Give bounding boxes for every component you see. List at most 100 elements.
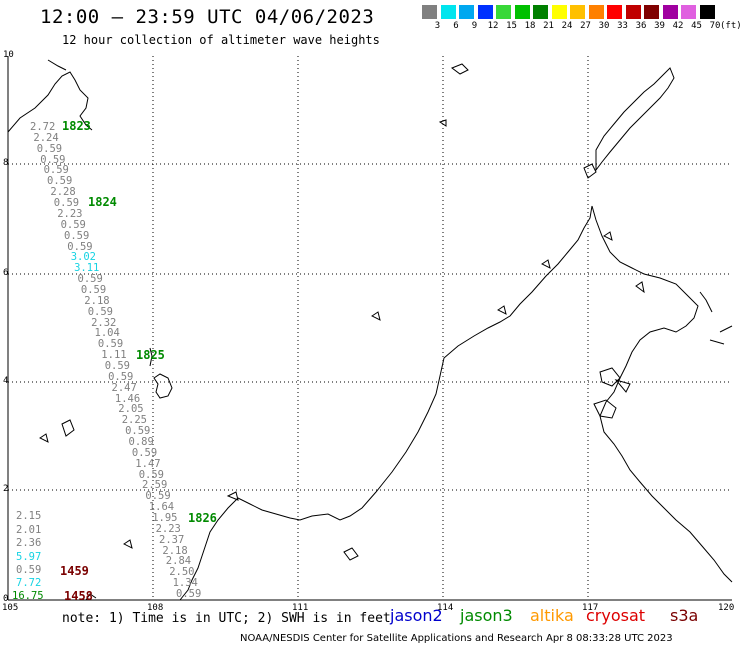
latitude-label: 8 — [3, 158, 9, 168]
legend-swatch — [588, 5, 604, 19]
legend-label: 24 — [561, 21, 573, 31]
wave-height-obs: 0.59 — [40, 153, 66, 166]
legend-swatch — [459, 5, 474, 19]
wave-height-obs: 2.50 — [169, 566, 195, 579]
legend-label: 30 — [598, 21, 610, 31]
wave-height-obs: 2.47 — [111, 381, 137, 394]
wave-height-obs: 0.59 — [97, 338, 124, 351]
legend-swatch — [533, 5, 548, 19]
wave-height-obs: 0.59 — [60, 218, 86, 231]
wave-height-obs: 2.24 — [33, 131, 59, 144]
wave-height-obs: 2.84 — [165, 555, 192, 568]
legend-swatch — [607, 5, 622, 19]
legend-swatch — [551, 5, 567, 19]
legend-swatch — [440, 5, 456, 19]
satellite-name: jason2 — [390, 606, 443, 625]
legend-label: 9 — [471, 21, 478, 31]
legend-swatch — [625, 5, 641, 19]
wave-height-obs: 0.59 — [104, 359, 130, 372]
legend-label: 70 — [709, 21, 721, 31]
wave-height-obs: 16.75 — [12, 590, 44, 602]
wave-height-obs: 0.89 — [128, 436, 154, 448]
legend-swatch — [496, 5, 511, 19]
track-time-label: 1824 — [88, 195, 117, 209]
wave-height-obs: 2.18 — [162, 544, 188, 557]
legend-label: 18 — [524, 21, 536, 31]
wave-height-obs: 0.59 — [77, 273, 103, 285]
wave-height-obs: 0.59 — [108, 370, 134, 383]
satellite-name: s3a — [670, 606, 699, 625]
wave-height-obs: 1.95 — [152, 512, 178, 524]
wave-height-obs: 1.64 — [148, 501, 175, 514]
satellite-name: jason3 — [460, 606, 513, 625]
legend-label: 33 — [617, 21, 628, 31]
wave-height-obs: 2.36 — [16, 537, 42, 549]
wave-height-obs: 0.59 — [80, 283, 107, 296]
wave-height-obs: 2.23 — [155, 522, 181, 535]
wave-height-obs: 0.59 — [145, 490, 171, 503]
wave-height-obs: 3.11 — [74, 262, 100, 275]
wave-height-obs: 2.18 — [84, 294, 110, 307]
track-time-label: 1825 — [136, 348, 165, 362]
track-time-label: 1826 — [188, 511, 217, 525]
longitude-label: 108 — [147, 603, 164, 613]
wave-height-obs: 2.05 — [118, 403, 144, 416]
wave-height-obs: 0.59 — [176, 588, 202, 600]
wave-height-obs: 2.59 — [142, 479, 168, 492]
legend-label: 42 — [672, 21, 684, 31]
wave-height-obs: 1.46 — [114, 392, 141, 405]
wave-height-obs: 1.11 — [101, 349, 127, 362]
wave-height-obs: 1.04 — [94, 327, 120, 340]
satellite-name: altika — [530, 606, 574, 625]
wave-height-obs: 0.59 — [67, 240, 93, 253]
wave-height-obs: 7.72 — [16, 577, 42, 589]
wave-height-obs: 0.59 — [16, 564, 42, 576]
legend-swatch — [699, 5, 715, 19]
longitude-label: 120 — [718, 603, 735, 613]
wave-height-obs: 2.23 — [57, 207, 83, 220]
wave-height-obs: 3.02 — [70, 251, 96, 264]
latitude-label: 10 — [3, 50, 14, 60]
track-time-label: 1459 — [60, 564, 89, 578]
latitude-label: 0 — [3, 594, 9, 604]
longitude-label: 105 — [2, 603, 19, 613]
legend-unit: (ft) — [720, 21, 740, 31]
wave-height-obs: 0.59 — [36, 142, 63, 155]
graticule — [8, 56, 732, 600]
legend-swatch — [570, 5, 585, 19]
legend-label: 12 — [487, 21, 499, 31]
wave-height-obs: 0.59 — [131, 446, 158, 459]
wave-height-obs: 2.25 — [121, 414, 147, 427]
longitude-label: 117 — [582, 603, 599, 613]
longitude-label: 114 — [437, 603, 454, 613]
wave-height-obs: 0.59 — [47, 175, 73, 188]
legend-label: 45 — [691, 21, 702, 31]
wave-height-obs: 1.47 — [135, 457, 161, 470]
wave-height-obs: 2.32 — [91, 316, 117, 329]
map-subtitle: 12 hour collection of altimeter wave hei… — [62, 33, 380, 47]
latitude-label: 6 — [3, 268, 9, 278]
footnote: note: 1) Time is in UTC; 2) SWH is in fe… — [62, 611, 391, 626]
legend-label: 39 — [654, 21, 665, 31]
legend-label: 15 — [506, 21, 517, 31]
legend-swatch — [644, 5, 659, 19]
latitude-label: 4 — [3, 376, 9, 386]
map-frame — [7, 56, 732, 601]
wave-height-obs: 0.59 — [64, 229, 90, 242]
wave-height-obs: 0.59 — [53, 197, 80, 209]
legend-swatch — [477, 5, 493, 19]
wave-height-obs: 2.72 — [30, 121, 56, 133]
wave-height-obs: 0.59 — [87, 305, 113, 318]
legend-label: 6 — [453, 21, 459, 31]
track-time-label: 1458 — [64, 589, 93, 603]
legend-swatch — [681, 5, 696, 19]
wave-height-obs: 0.59 — [138, 468, 164, 481]
wave-height-obs: 2.28 — [50, 186, 76, 199]
wave-height-obs: 2.01 — [16, 524, 42, 536]
map-title: 12:00 – 23:59 UTC 04/06/2023 — [40, 6, 375, 28]
legend-swatch — [422, 5, 437, 19]
legend-swatch — [514, 5, 530, 19]
wave-height-obs: 2.37 — [159, 533, 185, 546]
legend-label: 27 — [580, 21, 591, 31]
